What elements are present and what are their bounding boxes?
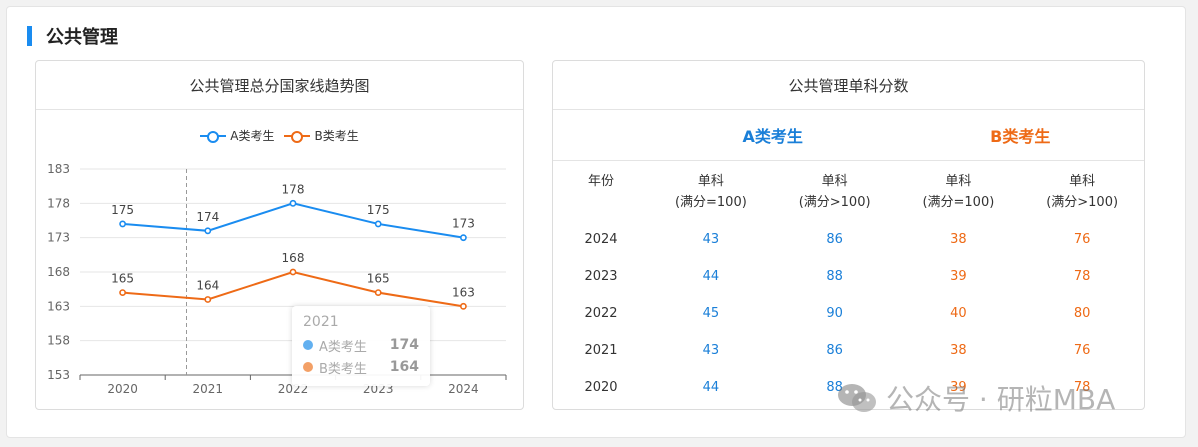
tooltip-series-value: 164 <box>389 359 419 375</box>
data-point <box>119 289 126 296</box>
legend-line-icon <box>284 130 311 143</box>
x-tick-label: 2024 <box>448 382 479 396</box>
scores-card-title: 公共管理单科分数 <box>553 61 1144 110</box>
chart-tooltip: 2021 A类考生 174 B类考生 164 <box>292 306 430 386</box>
legend-item-b[interactable]: B类考生 <box>284 127 359 144</box>
group-label-a: A类考生 <box>742 127 803 146</box>
col-header-a-over: 单科 (满分>100) <box>798 174 871 210</box>
year-cell: 2024 <box>584 232 618 247</box>
group-header-spacer <box>553 110 649 160</box>
year-cell: 2020 <box>584 380 618 395</box>
legend-label-b: B类考生 <box>314 129 359 143</box>
col-header-a-100: 单科 (满分=100) <box>674 174 747 210</box>
data-point <box>289 268 297 276</box>
col-header-year: 年份 <box>587 174 614 189</box>
a-score-over-cell: 86 <box>826 343 843 358</box>
series-line-a <box>122 202 464 239</box>
data-point <box>204 296 212 303</box>
y-tick-label: 183 <box>47 162 70 176</box>
a-score-100-cell: 43 <box>702 343 720 358</box>
a-score-100-cell: 44 <box>702 269 720 284</box>
data-point <box>289 199 297 207</box>
table-row: 2023 44 88 39 78 <box>553 258 1144 295</box>
table-row: 2024 43 86 38 76 <box>553 221 1144 258</box>
tooltip-row-a: A类考生 174 <box>303 334 419 356</box>
table-header-row: 年份 单科 (满分=100) 单科 (满分>100) 单科 (满分=100) 单… <box>553 161 1144 221</box>
data-label: 168 <box>282 251 305 265</box>
b-score-over-cell: 76 <box>1073 343 1091 358</box>
chart-legend: A类考生 B类考生 <box>36 127 523 144</box>
data-point <box>459 302 467 310</box>
data-label: 164 <box>196 278 219 292</box>
year-cell: 2021 <box>584 343 618 358</box>
y-tick-label: 178 <box>47 196 70 210</box>
tooltip-row-b: B类考生 164 <box>303 356 419 378</box>
a-score-100-cell: 44 <box>702 380 720 395</box>
b-score-100-cell: 40 <box>950 306 967 321</box>
b-score-100-cell: 39 <box>950 269 967 284</box>
tooltip-series-name: B类考生 <box>319 361 367 377</box>
b-score-100-cell: 38 <box>950 232 967 247</box>
b-score-over-cell: 76 <box>1073 232 1091 247</box>
a-score-over-cell: 88 <box>826 380 843 395</box>
series-line-b <box>122 270 464 308</box>
data-label: 175 <box>111 203 134 217</box>
year-cell: 2023 <box>584 269 618 284</box>
series-dot-icon <box>303 340 313 350</box>
a-score-100-cell: 43 <box>702 232 720 247</box>
section-title: 公共管理 <box>46 27 118 48</box>
data-point <box>374 220 382 228</box>
b-score-100-cell: 38 <box>950 343 967 358</box>
legend-label-a: A类考生 <box>230 129 275 143</box>
x-tick-label: 2021 <box>193 382 224 396</box>
b-score-over-cell: 80 <box>1073 306 1091 321</box>
group-header: A类考生 B类考生 <box>553 110 1144 161</box>
b-score-over-cell: 78 <box>1073 269 1091 284</box>
trend-chart-title: 公共管理总分国家线趋势图 <box>36 61 523 110</box>
data-label: 165 <box>111 272 134 286</box>
tooltip-series-value: 174 <box>389 337 419 353</box>
year-cell: 2022 <box>584 306 618 321</box>
legend-line-icon <box>200 130 227 143</box>
col-header-b-100: 单科 (满分=100) <box>922 174 995 210</box>
data-label: 174 <box>196 210 219 224</box>
data-label: 173 <box>452 217 475 231</box>
col-header-b-over: 单科 (满分>100) <box>1046 174 1119 210</box>
section-header: 公共管理 <box>27 25 118 48</box>
table-row: 2020 44 88 39 78 <box>553 369 1144 406</box>
data-point <box>374 289 382 296</box>
group-label-b: B类考生 <box>990 127 1051 146</box>
table-row: 2022 45 90 40 80 <box>553 295 1144 332</box>
y-tick-label: 173 <box>47 231 70 245</box>
section-accent-bar <box>27 26 32 46</box>
data-point <box>119 220 126 228</box>
a-score-over-cell: 86 <box>826 232 843 247</box>
a-score-100-cell: 45 <box>702 306 720 321</box>
legend-item-a[interactable]: A类考生 <box>200 127 274 144</box>
y-tick-label: 158 <box>47 334 70 348</box>
trend-chart-card: 公共管理总分国家线趋势图 A类考生 B类考生 153 158 163 168 173 17… <box>35 60 524 410</box>
b-score-100-cell: 39 <box>950 380 967 395</box>
data-point <box>459 234 467 242</box>
a-score-over-cell: 90 <box>826 306 843 321</box>
data-label: 165 <box>367 272 390 286</box>
data-label: 175 <box>367 203 390 217</box>
series-dot-icon <box>303 362 313 372</box>
b-score-over-cell: 78 <box>1073 380 1091 395</box>
tooltip-series-name: A类考生 <box>319 339 367 355</box>
y-tick-label: 168 <box>47 265 70 279</box>
y-tick-label: 153 <box>47 368 70 382</box>
table-row: 2021 43 86 38 76 <box>553 332 1144 369</box>
a-score-over-cell: 88 <box>826 269 843 284</box>
data-label: 178 <box>282 182 305 196</box>
x-tick-label: 2020 <box>107 382 138 396</box>
scores-table: 年份 单科 (满分=100) 单科 (满分>100) 单科 (满分=100) 单… <box>553 161 1144 406</box>
data-point <box>204 227 212 235</box>
scores-card: 公共管理单科分数 A类考生 B类考生 年份 单科 (满分=100) 单科 (满分… <box>552 60 1145 410</box>
y-tick-label: 163 <box>47 299 70 313</box>
data-label: 163 <box>452 285 475 299</box>
tooltip-title: 2021 <box>303 314 339 330</box>
